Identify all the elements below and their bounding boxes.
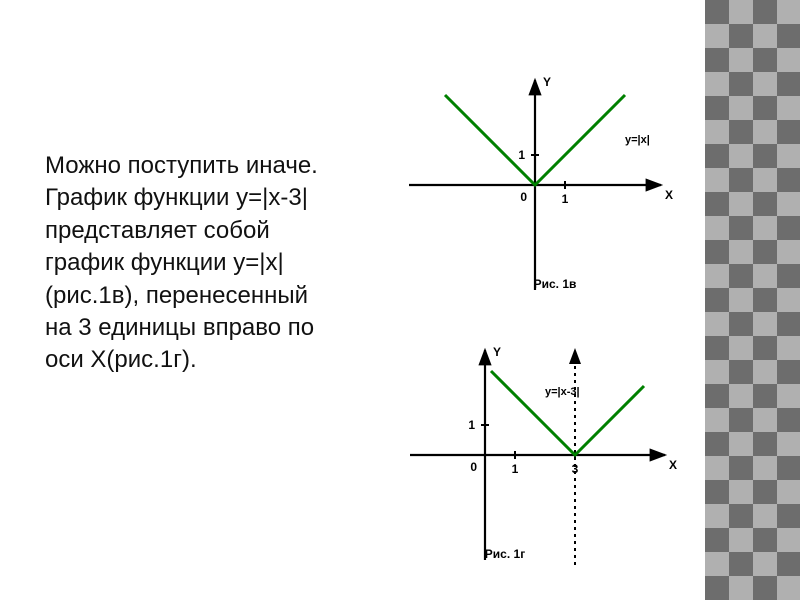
function-label: y=|x-3|: [545, 386, 580, 398]
x-axis-label: X: [669, 458, 677, 472]
chart-caption: Рис. 1в: [534, 277, 577, 291]
y-axis-label: Y: [493, 345, 501, 359]
chart-caption: Рис. 1г: [485, 547, 525, 561]
y-tick-label: 1: [518, 148, 525, 162]
chart-1v: 1 1 0 y=|x| X Y Рис. 1в: [385, 40, 685, 300]
paragraph-text: Можно поступить иначе. График функции у=…: [45, 150, 335, 377]
y-tick-label: 1: [468, 418, 475, 432]
function-line: [491, 371, 644, 455]
side-diamond-pattern: [705, 0, 800, 600]
function-label: y=|x|: [625, 134, 650, 146]
x-tick-label: 3: [572, 462, 579, 476]
chart-1g: 1 3 1 0 y=|x-3| X Y Рис. 1г: [385, 310, 685, 570]
origin-label: 0: [470, 460, 477, 474]
slide: Можно поступить иначе. График функции у=…: [0, 0, 800, 600]
origin-label: 0: [520, 190, 527, 204]
x-tick-label: 1: [512, 462, 519, 476]
y-axis-label: Y: [543, 75, 551, 89]
x-tick-label: 1: [562, 192, 569, 206]
x-axis-label: X: [665, 188, 673, 202]
